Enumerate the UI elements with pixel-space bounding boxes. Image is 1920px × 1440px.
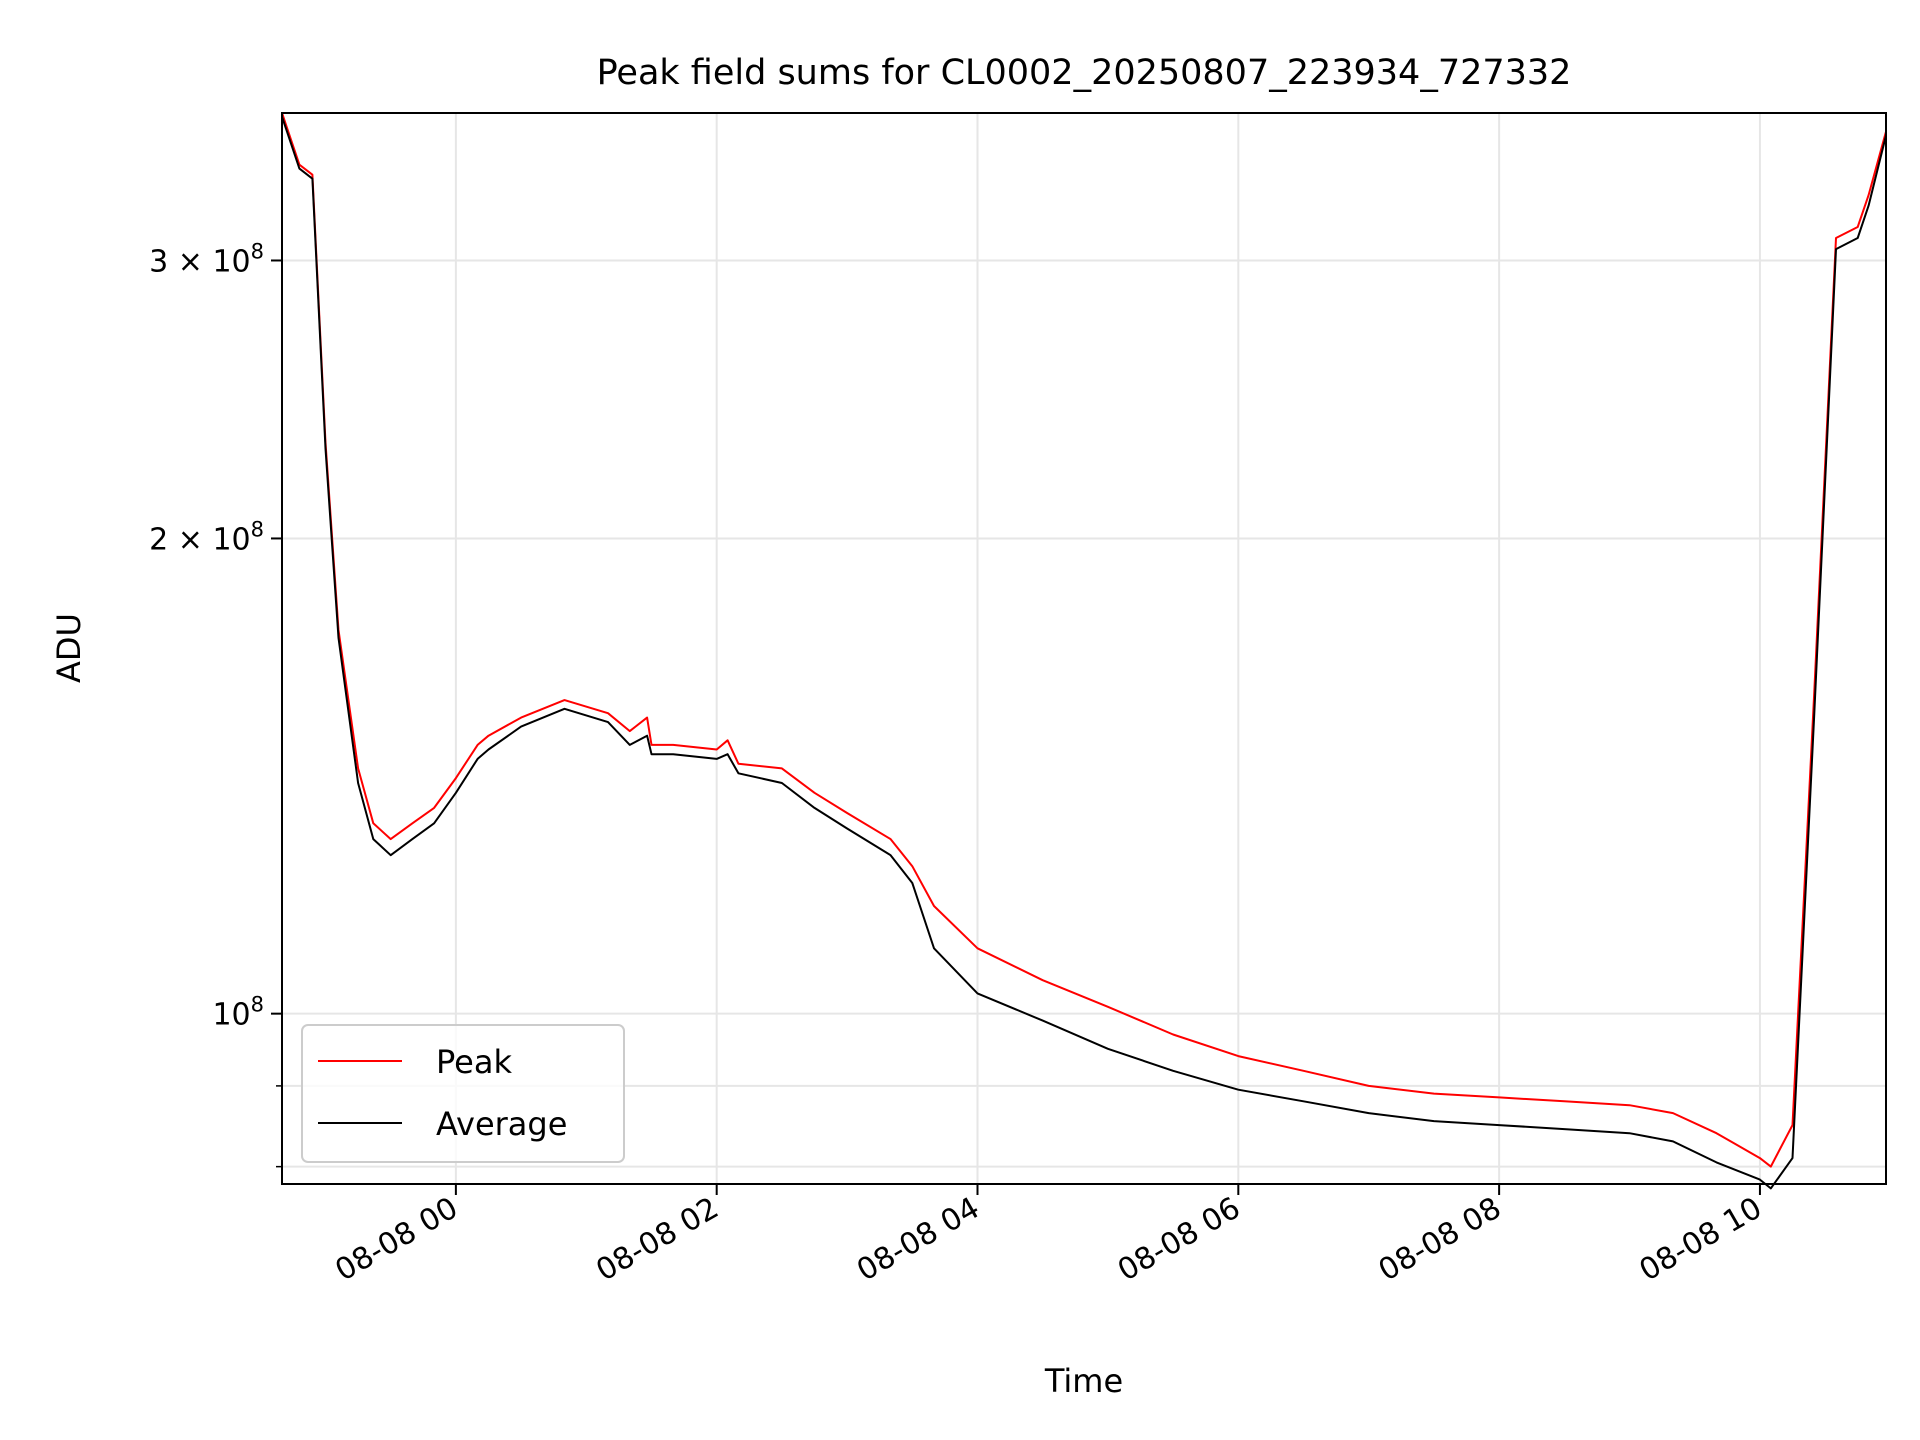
y-tick-label: 2 × 108 xyxy=(149,517,264,557)
legend: Peak Average xyxy=(301,1024,625,1163)
legend-box xyxy=(301,1024,625,1163)
plot-frame xyxy=(281,112,1887,1185)
series-line-peak xyxy=(281,112,1887,1168)
chart-title: Peak field sums for CL0002_20250807_2239… xyxy=(597,53,1572,93)
series-line-average xyxy=(281,116,1887,1190)
legend-label-average: Average xyxy=(436,1105,567,1143)
y-axis: 108 2 × 108 3 × 108 xyxy=(149,239,282,1168)
y-tick-label: 3 × 108 xyxy=(149,239,264,279)
grid xyxy=(282,113,1886,1184)
plot-area xyxy=(281,112,1887,1190)
x-axis-label: Time xyxy=(1044,1362,1123,1400)
y-tick-label: 108 xyxy=(212,993,264,1033)
y-axis-label: ADU xyxy=(50,613,88,683)
legend-label-peak: Peak xyxy=(436,1043,512,1081)
